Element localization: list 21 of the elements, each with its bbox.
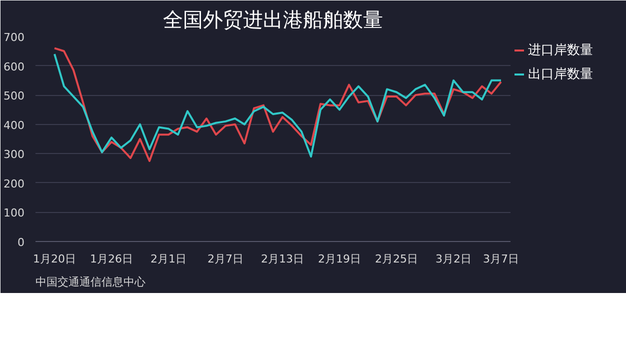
y-tick-label: 200	[4, 177, 25, 190]
text: 中国交通通信信息中心	[36, 276, 146, 288]
y-tick-label: 600	[4, 60, 25, 74]
chart-title: 全国外贸进出港船舶数量	[163, 8, 383, 32]
y-tick-label: 400	[4, 118, 25, 132]
x-tick-label: 2月7日	[208, 252, 244, 266]
x-tick-label: 1月20日	[33, 252, 76, 266]
y-tick-label: 700	[4, 31, 25, 44]
y-tick-label: 0	[18, 236, 24, 249]
x-tick-label: 2月13日	[261, 252, 304, 266]
x-tick-label: 1月26日	[90, 252, 133, 266]
x-tick-label: 2月25日	[375, 252, 418, 266]
x-tick-label: 3月7日	[483, 252, 519, 266]
legend-label: 出口岸数量	[528, 66, 593, 83]
x-tick-label: 2月19日	[318, 252, 361, 266]
legend-label: 进口岸数量	[528, 42, 593, 59]
y-tick-label: 100	[4, 206, 25, 220]
x-tick-label: 2月1日	[150, 252, 186, 266]
y-tick-label: 500	[4, 90, 25, 103]
x-tick-label: 3月2日	[436, 252, 472, 266]
y-tick-label: 300	[4, 148, 25, 162]
